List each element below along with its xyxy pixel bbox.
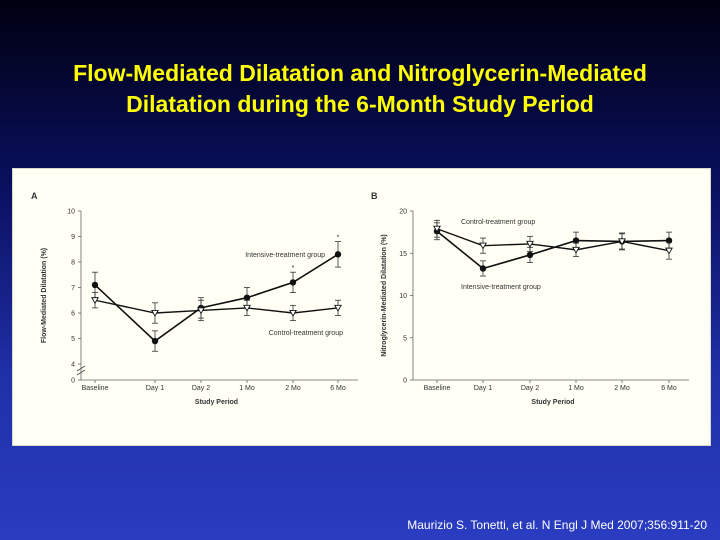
chart-a-series-control-point	[91, 297, 99, 305]
chart-b-series-intensive-point	[526, 251, 534, 259]
chart-b-series-intensive-line	[436, 230, 670, 270]
chart-a-y-axis-title: Flow-Mediated Dilatation (%)	[41, 248, 48, 343]
chart-b-y-axis-title: Nitroglycerin-Mediated Dilatation (%)	[381, 234, 388, 357]
chart-b-x-tick-label: Baseline	[424, 385, 451, 392]
chart-a-series-control-line	[94, 299, 339, 314]
chart-b-y-tick-label: 5	[403, 335, 407, 342]
title-line-1: Flow-Mediated Dilatation and Nitroglycer…	[73, 60, 647, 86]
chart-a-series-control-point	[334, 304, 342, 312]
chart-a-panel-label: A	[31, 191, 38, 201]
chart-a-series-intensive-point	[289, 279, 297, 286]
chart-a-y-tick-label: 0	[71, 378, 75, 385]
chart-a-series-intensive-line	[94, 253, 339, 343]
chart-a-x-tick-label: 2 Mo	[285, 385, 301, 392]
chart-a-y-tick-label: 5	[71, 336, 75, 343]
chart-a-y-tick-label: 9	[71, 234, 75, 241]
chart-a-x-tick-label: Day 1	[146, 385, 164, 392]
chart-a-y-tick-label: 10	[67, 209, 75, 216]
chart-b-x-tick-label: 6 Mo	[661, 385, 677, 392]
chart-a-series-intensive-point	[243, 294, 251, 301]
chart-b-series-intensive-point	[572, 237, 580, 244]
chart-b-y-tick-label: 0	[403, 378, 407, 385]
charts-svg: A 0 4 5 6 7 8 9 10 Baseline Day 1 Day 2 1 Mo 2 Mo 6 Mo…	[31, 191, 689, 406]
chart-b-series-control-point	[479, 242, 487, 250]
chart-b-series-control-line	[436, 228, 670, 252]
chart-a-series-intensive-point	[91, 281, 99, 289]
chart-a-series-intensive-point	[151, 337, 159, 345]
chart-a-x-tick-label: Day 2	[192, 385, 210, 392]
chart-b-series-control-label: Control-treatment group	[461, 219, 535, 226]
chart-b-y-tick-label: 20	[399, 209, 407, 216]
chart-b-y-tick-label: 15	[399, 251, 407, 258]
chart-a-x-axis-title: Study Period	[195, 399, 238, 406]
figure-panel: A 0 4 5 6 7 8 9 10 Baseline Day 1 Day 2 1 Mo 2 Mo 6 Mo…	[12, 168, 711, 446]
chart-b-series-intensive-point	[479, 265, 487, 272]
title-line-2: Dilatation during the 6-Month Study Peri…	[126, 91, 594, 117]
chart-a-series-control-label: Control-treatment group	[269, 330, 343, 337]
chart-a-axis-break	[76, 365, 86, 376]
chart-b-series-control-point	[526, 240, 534, 248]
chart-a-y-tick-label: 4	[71, 362, 75, 369]
chart-b-x-axis-title: Study Period	[531, 399, 574, 406]
chart-a-x-tick-label: Baseline	[82, 385, 109, 392]
chart-a-series-intensive-significance-mark: *	[337, 235, 340, 242]
chart-b-series-control-point	[618, 238, 626, 246]
chart-a-series-intensive-point	[334, 251, 342, 258]
slide-title: Flow-Mediated Dilatation and Nitroglycer…	[0, 58, 720, 120]
chart-b-x-tick-label: Day 2	[521, 385, 539, 392]
citation: Maurizio S. Tonetti, et al. N Engl J Med…	[407, 518, 707, 532]
chart-b-x-tick-label: Day 1	[474, 385, 492, 392]
chart-a-y-tick-label: 7	[71, 285, 75, 292]
chart-a-series-control-point	[151, 309, 159, 317]
chart-b-panel-label: B	[371, 191, 378, 201]
chart-b-series-intensive-label: Intensive-treatment group	[461, 284, 541, 291]
chart-a-series-intensive-significance-mark: *	[292, 265, 295, 272]
chart-a-series-control-point	[243, 304, 251, 312]
chart-b-series-control-point	[433, 225, 441, 233]
chart-a-x-tick-label: 1 Mo	[239, 385, 255, 392]
chart-a-series-control-point	[197, 307, 205, 315]
chart-b-series-control-point	[665, 247, 673, 255]
chart-a-series-control-point	[289, 309, 297, 317]
chart-b-x-tick-label: 1 Mo	[568, 385, 584, 392]
chart-b-series-control-point	[572, 246, 580, 254]
chart-b-y-tick-label: 10	[399, 293, 407, 300]
chart-a-series-intensive-label: Intensive-treatment group	[245, 252, 325, 259]
chart-a-y-tick-label: 8	[71, 260, 75, 267]
chart-a-y-tick-label: 6	[71, 311, 75, 318]
chart-b-x-tick-label: 2 Mo	[614, 385, 630, 392]
chart-a-x-tick-label: 6 Mo	[330, 385, 346, 392]
